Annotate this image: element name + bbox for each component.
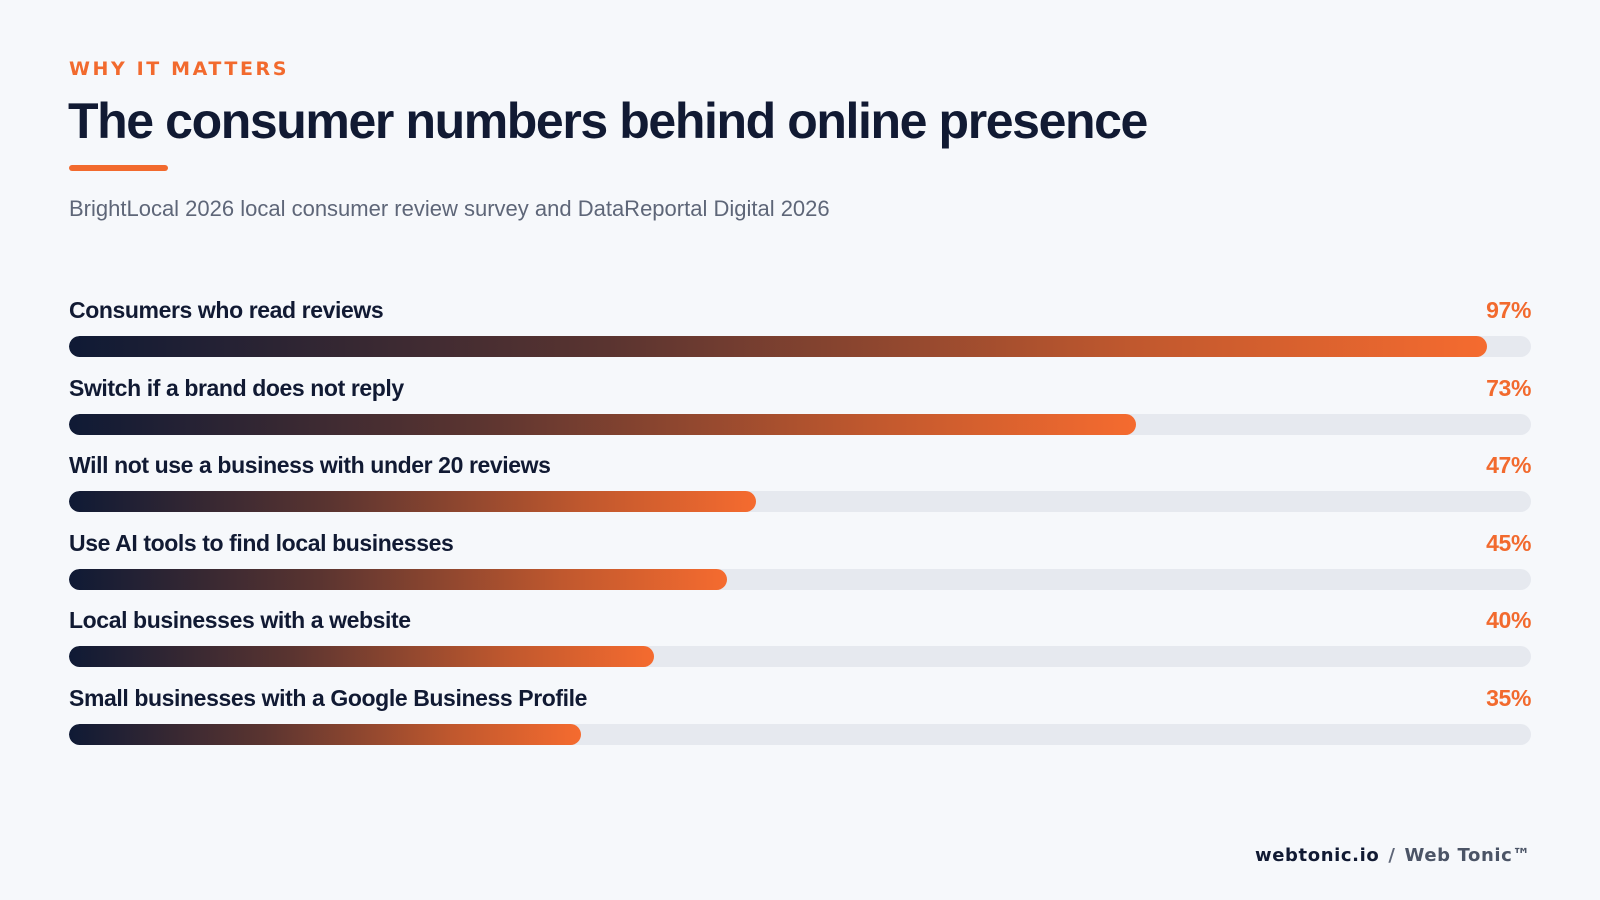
bar-row: Switch if a brand does not reply 73% [69, 375, 1531, 453]
bar-value-label: 97% [1486, 297, 1531, 323]
bar-label: Small businesses with a Google Business … [69, 684, 588, 711]
bar-value-label: 35% [1486, 684, 1531, 711]
bar-fill [69, 413, 1137, 435]
chart-subtitle-source: BrightLocal 2026 local consumer review s… [69, 196, 830, 221]
eyebrow-label: WHY IT MATTERS [69, 58, 290, 80]
footer-credit: webtonic.io / Web Tonic™ [1255, 845, 1531, 866]
page-title: The consumer numbers behind online prese… [68, 93, 1148, 149]
footer-separator: / [1388, 845, 1396, 866]
bar-value-label: 45% [1486, 529, 1531, 556]
footer-domain: webtonic.io [1255, 845, 1380, 866]
bar-track [69, 568, 1531, 590]
bar-track [69, 723, 1531, 745]
bar-row: Local businesses with a website 40% [69, 607, 1531, 685]
bar-label: Will not use a business with under 20 re… [69, 452, 551, 478]
footer-brand: Web Tonic™ [1404, 845, 1531, 866]
bar-fill [69, 646, 654, 667]
bar-track [69, 646, 1531, 667]
bar-fill [69, 568, 727, 590]
bar-label: Local businesses with a website [69, 607, 411, 633]
bar-fill [69, 491, 757, 512]
bar-track [69, 413, 1531, 435]
bar-track [69, 336, 1531, 357]
bar-value-label: 73% [1486, 374, 1531, 401]
title-underline-accent [69, 165, 168, 171]
bar-label: Use AI tools to find local businesses [69, 529, 454, 556]
bar-fill [69, 336, 1488, 357]
bar-row: Small businesses with a Google Business … [69, 685, 1531, 763]
bar-row: Consumers who read reviews 97% [69, 297, 1531, 375]
bar-fill [69, 723, 581, 745]
bar-chart: Consumers who read reviews 97% Switch if a… [69, 297, 1531, 762]
bar-label: Consumers who read reviews [69, 297, 384, 323]
bar-value-label: 47% [1486, 452, 1531, 478]
bar-label: Switch if a brand does not reply [69, 374, 404, 401]
bar-track [69, 491, 1531, 512]
bar-row: Use AI tools to find local businesses 45% [69, 530, 1531, 608]
bar-row: Will not use a business with under 20 re… [69, 452, 1531, 530]
bar-value-label: 40% [1486, 607, 1531, 633]
